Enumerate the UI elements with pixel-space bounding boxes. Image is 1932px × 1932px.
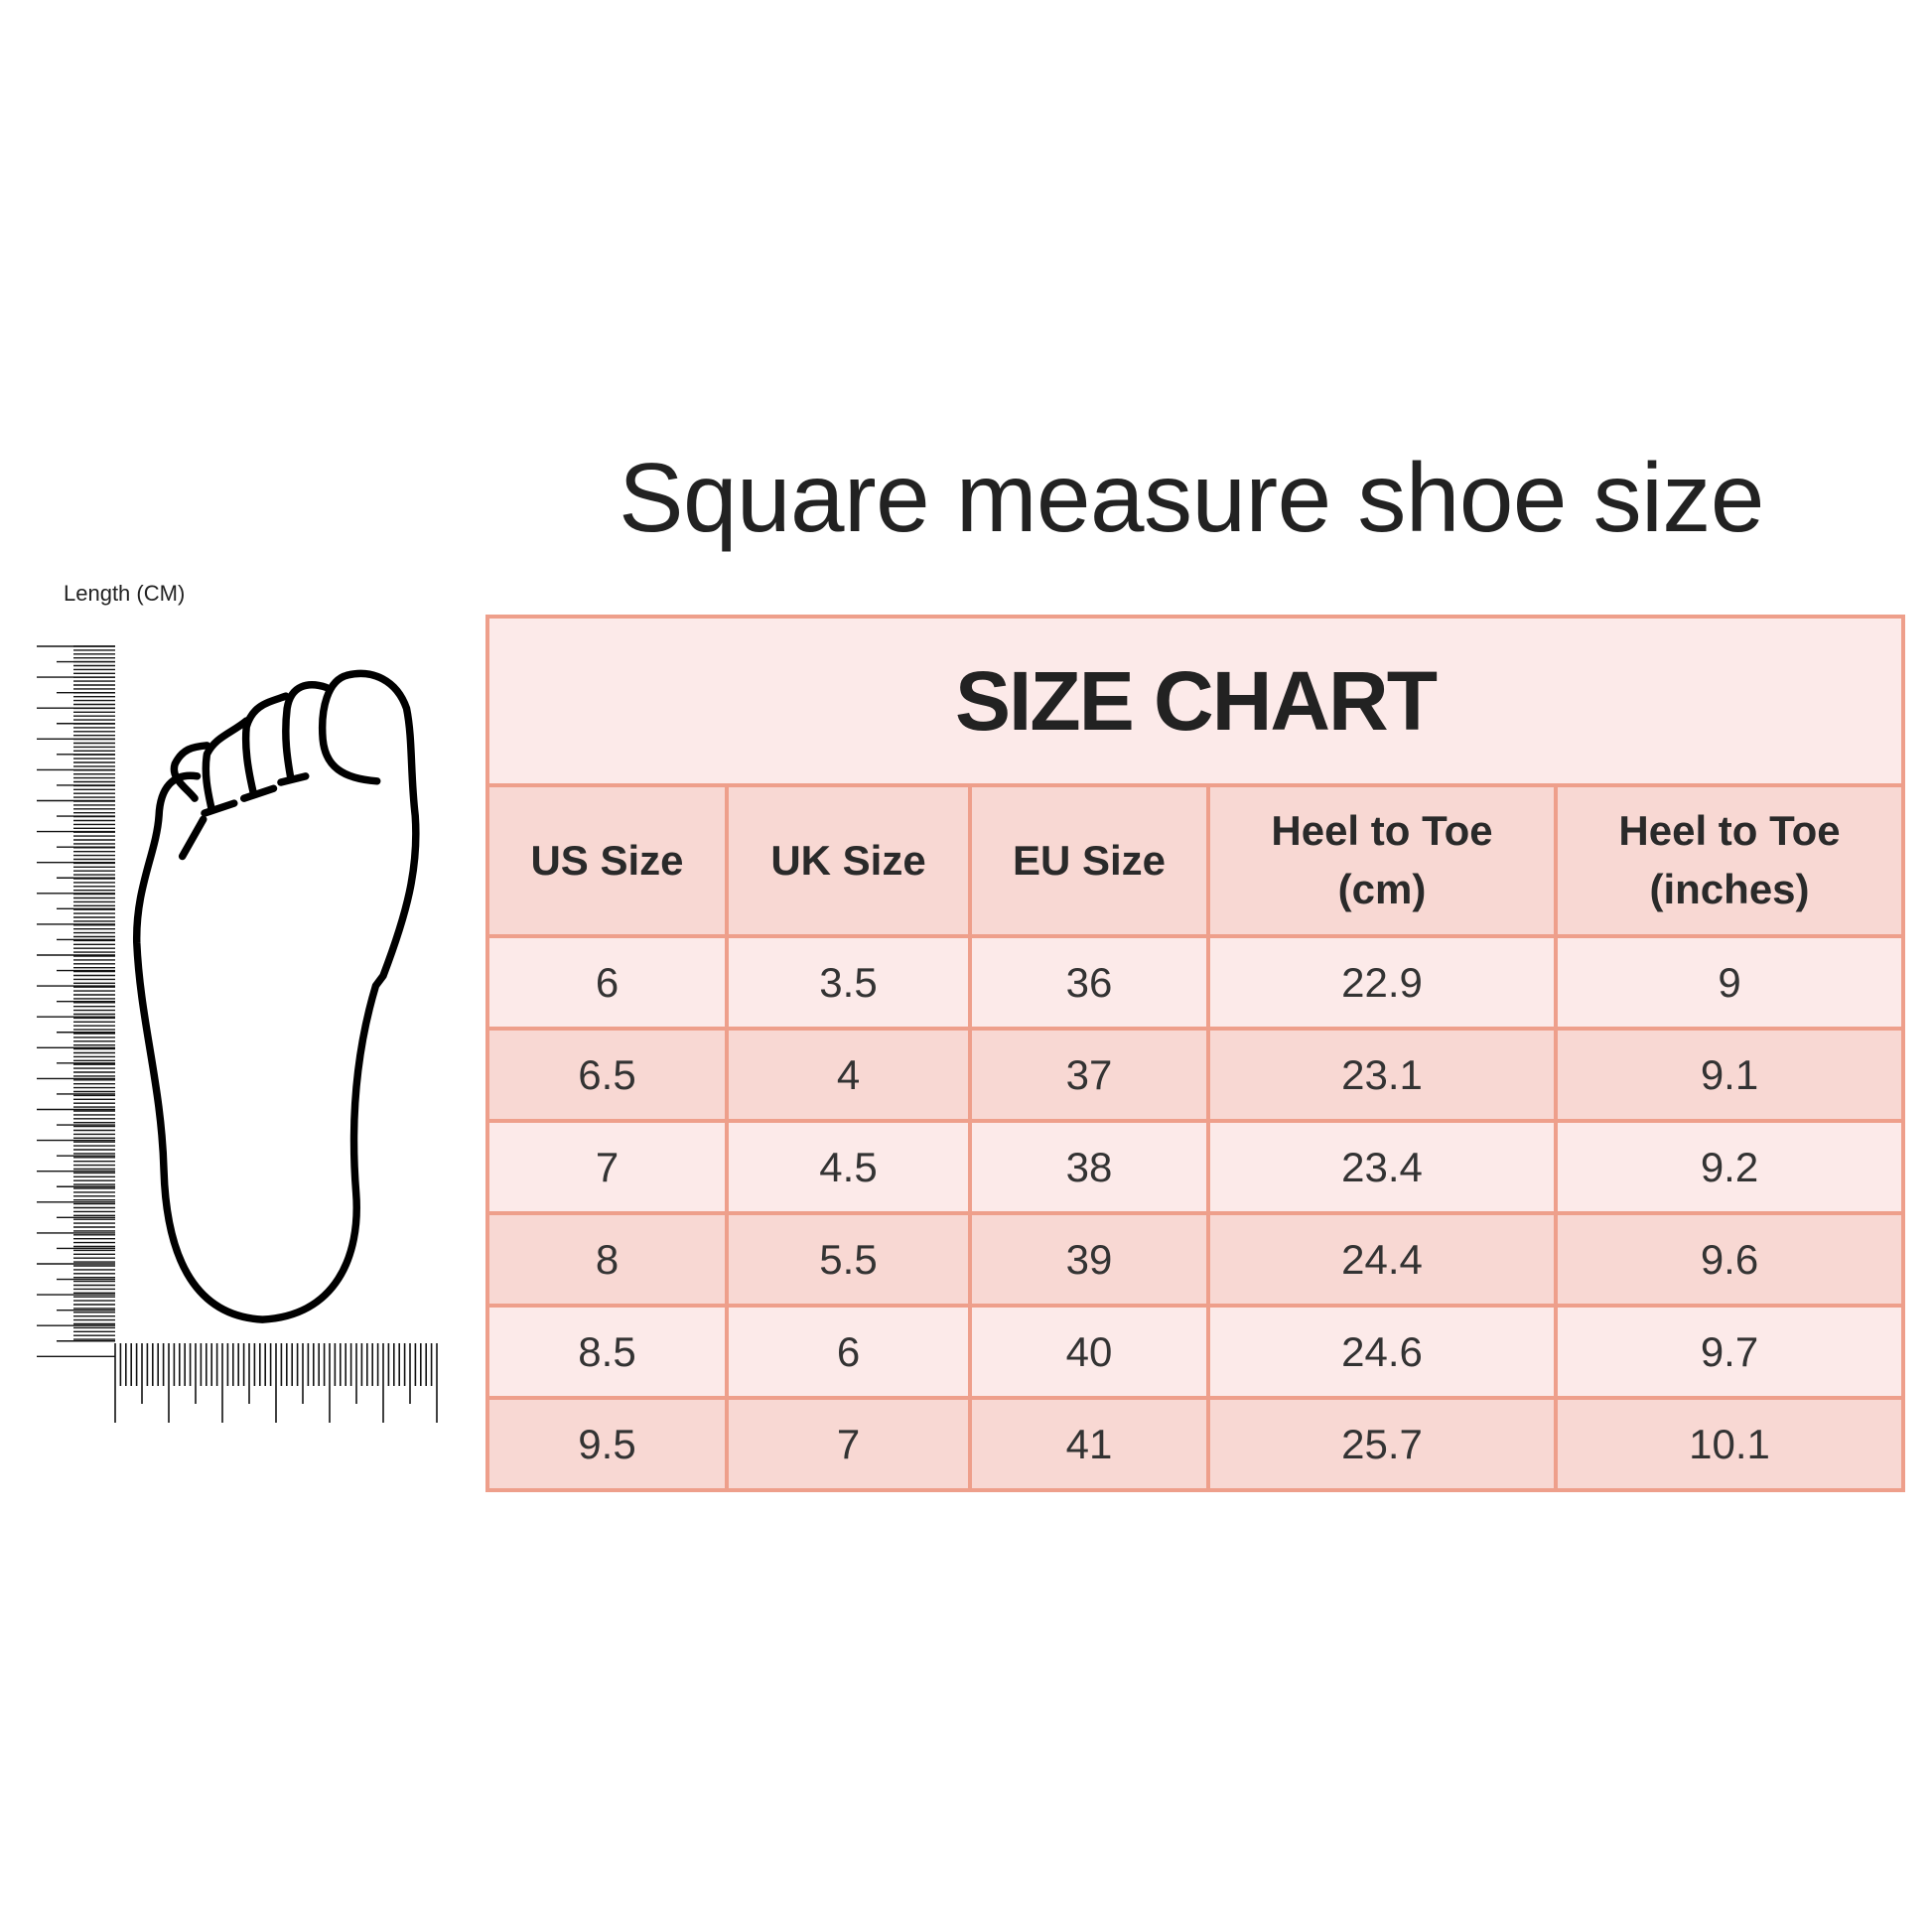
table-row: 6 3.5 36 22.9 9 [485, 934, 1906, 1031]
fourth-toe [201, 717, 250, 817]
column-header-cm: Heel to Toe (cm) [1206, 783, 1558, 938]
table-cell: 9.2 [1553, 1119, 1906, 1215]
table-cell: 10.1 [1553, 1396, 1906, 1492]
table-cell: 9.6 [1553, 1211, 1906, 1308]
table-cell: 39 [968, 1211, 1210, 1308]
table-cell: 5.5 [725, 1211, 972, 1308]
table-cell: 22.9 [1206, 934, 1558, 1031]
table-cell: 9.1 [1553, 1027, 1906, 1123]
table-cell: 4 [725, 1027, 972, 1123]
table-cell: 41 [968, 1396, 1210, 1492]
table-cell: 9.7 [1553, 1304, 1906, 1400]
table-cell: 24.4 [1206, 1211, 1558, 1308]
table-cell: 25.7 [1206, 1396, 1558, 1492]
size-chart-heading: SIZE CHART [484, 615, 1906, 787]
ruler-label: Length (CM) [64, 581, 186, 606]
table-cell: 6 [725, 1304, 972, 1400]
table-row: 8.5 6 40 24.6 9.7 [485, 1304, 1906, 1400]
table-cell: 40 [968, 1304, 1210, 1400]
table-row: 9.5 7 41 25.7 10.1 [485, 1396, 1906, 1492]
table-row: 7 4.5 38 23.4 9.2 [485, 1119, 1906, 1215]
table-cell: 6 [485, 934, 729, 1031]
table-row: 8 5.5 39 24.4 9.6 [485, 1211, 1906, 1308]
column-header-us: US Size [485, 783, 729, 938]
table-cell: 7 [725, 1396, 972, 1492]
size-chart-table: SIZE CHART US Size UK Size EU Size Heel … [484, 615, 1906, 1492]
ruler-icon [37, 645, 115, 1358]
table-cell: 7 [485, 1119, 729, 1215]
foot-sole-outline [133, 669, 420, 1323]
table-cell: 6.5 [485, 1027, 729, 1123]
ruler-horizontal-icon [114, 1343, 438, 1423]
second-toe [277, 681, 331, 786]
pinky-toe [170, 742, 211, 861]
table-cell: 36 [968, 934, 1210, 1031]
table-cell: 4.5 [725, 1119, 972, 1215]
table-cell: 24.6 [1206, 1304, 1558, 1400]
table-cell: 3.5 [725, 934, 972, 1031]
table-cell: 9 [1553, 934, 1906, 1031]
table-cell: 9.5 [485, 1396, 729, 1492]
table-cell: 38 [968, 1119, 1210, 1215]
third-toe [239, 692, 290, 802]
big-toe [318, 671, 381, 785]
column-header-uk: UK Size [725, 783, 972, 938]
table-cell: 8.5 [485, 1304, 729, 1400]
table-row: 6.5 4 37 23.1 9.1 [485, 1027, 1906, 1123]
column-header-inches: Heel to Toe (inches) [1553, 783, 1906, 938]
table-cell: 8 [485, 1211, 729, 1308]
foot-outline-icon [133, 669, 420, 1323]
table-cell: 37 [968, 1027, 1210, 1123]
page-title: Square measure shoe size [619, 443, 1764, 552]
column-header-eu: EU Size [968, 783, 1210, 938]
table-cell: 23.1 [1206, 1027, 1558, 1123]
table-cell: 23.4 [1206, 1119, 1558, 1215]
table-header-row: US Size UK Size EU Size Heel to Toe (cm) … [485, 783, 1906, 938]
